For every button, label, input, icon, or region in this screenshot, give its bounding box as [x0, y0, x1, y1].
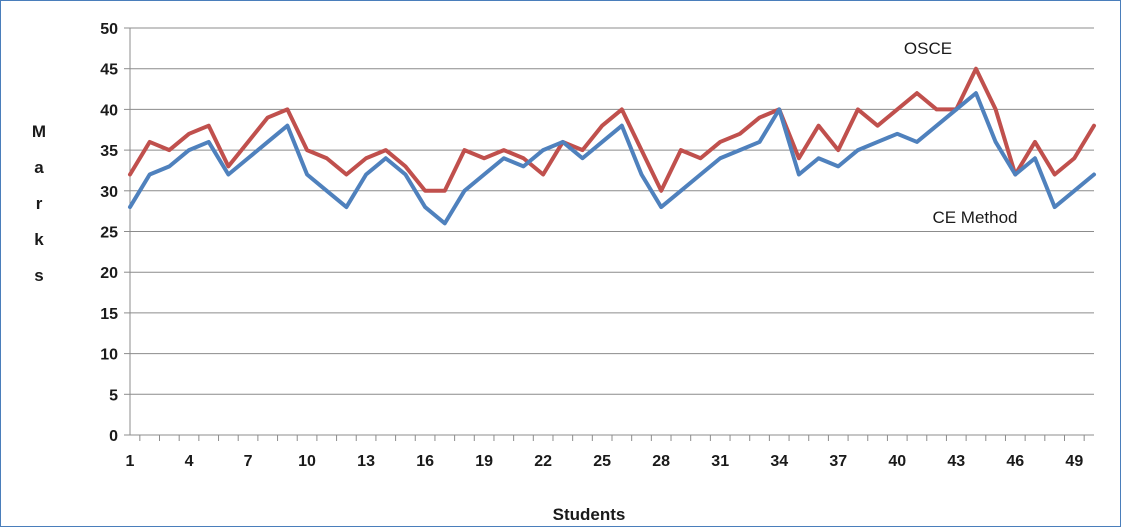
x-tick-label: 4 — [185, 453, 194, 470]
x-tick-label: 10 — [298, 453, 316, 470]
x-tick-label: 49 — [1065, 453, 1083, 470]
x-tick-label: 28 — [652, 453, 670, 470]
y-axis-title-letter: r — [36, 194, 43, 213]
x-tick-label: 22 — [534, 453, 552, 470]
y-axis-title-letter: a — [34, 158, 44, 177]
x-tick-label: 1 — [126, 453, 135, 470]
x-tick-label: 46 — [1006, 453, 1024, 470]
y-axis-title-letter: k — [34, 230, 44, 249]
y-tick-label: 40 — [100, 102, 118, 119]
y-axis-title-letter: M — [32, 122, 46, 141]
gridlines — [130, 27, 1094, 395]
y-tick-label: 10 — [100, 347, 118, 364]
y-tick-labels: 0 5 10 15 20 25 30 35 40 45 50 — [100, 21, 118, 445]
y-tick-label: 35 — [100, 143, 118, 160]
y-tick-label: 0 — [109, 428, 118, 445]
x-tick-label: 40 — [888, 453, 906, 470]
y-tick-label: 30 — [100, 184, 118, 201]
x-tick-label: 37 — [829, 453, 847, 470]
series-label-ce-method: CE Method — [932, 208, 1017, 227]
x-tick-labels: 1 4 7 10 13 16 19 22 25 28 31 34 37 40 43 46 49 — [126, 453, 1084, 470]
x-tick-label: 13 — [357, 453, 375, 470]
x-tick-label: 25 — [593, 453, 611, 470]
y-tick-label: 25 — [100, 225, 118, 242]
series-label-osce: OSCE — [904, 39, 952, 58]
x-tick-label: 34 — [770, 453, 788, 470]
series-line-ce-method — [128, 91, 1096, 226]
y-tick-label: 50 — [100, 21, 118, 38]
y-tick-label: 45 — [100, 62, 118, 79]
series-line-osce — [128, 66, 1096, 193]
x-tick-label: 7 — [244, 453, 253, 470]
y-axis-title-letter: s — [34, 266, 43, 285]
x-tick-label: 16 — [416, 453, 434, 470]
y-tick-label: 15 — [100, 306, 118, 323]
x-axis-title: Students — [553, 505, 626, 524]
x-tick-label: 31 — [711, 453, 729, 470]
y-tick-label: 20 — [100, 265, 118, 282]
y-tick-label: 5 — [109, 387, 118, 404]
x-tick-label: 43 — [947, 453, 965, 470]
x-tick-label: 19 — [475, 453, 493, 470]
axes — [124, 27, 1094, 441]
series-lines — [128, 66, 1096, 226]
